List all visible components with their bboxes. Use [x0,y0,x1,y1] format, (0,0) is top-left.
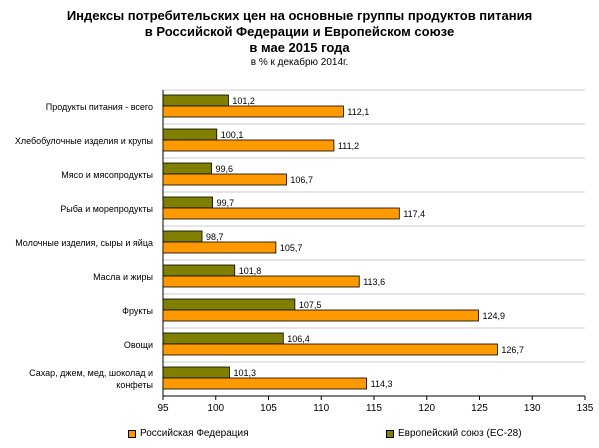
x-tick-label: 135 [577,403,594,414]
bar-russia [162,275,360,288]
legend-label-russia: Российская Федерация [140,428,249,439]
data-label-eu: 106,4 [287,334,310,344]
bar-eu [162,332,284,345]
bar-russia [162,343,498,356]
bar-eu [162,162,212,175]
data-label-russia: 114,3 [371,379,393,389]
category-label: Фрукты [122,306,153,316]
category-label: Мясо и мясопродукты [61,170,153,180]
category-label: Продукты питания - всего [46,102,153,112]
bar-russia [162,105,344,118]
data-label-russia: 117,4 [403,209,425,219]
category-label: Рыба и морепродукты [60,204,153,214]
bar-russia [162,173,287,186]
legend: Российская Федерация Европейский союз (Е… [0,428,599,444]
bar-russia [162,241,277,254]
x-tick-label: 120 [418,403,435,414]
bar-russia [162,207,400,220]
title-line-2: в Российской Федерации и Европейском сою… [144,24,455,39]
bar-russia [162,309,479,322]
data-label-russia: 126,7 [501,345,524,355]
data-label-eu: 101,3 [233,368,256,378]
data-label-russia: 111,2 [338,141,359,151]
bar-eu [162,366,230,379]
category-label: Хлебобулочные изделия и крупы [15,136,153,146]
data-label-eu: 99,6 [216,164,234,174]
category-label: конфеты [116,380,153,390]
category-label: Сахар, джем, мед, шоколад и [29,368,153,378]
bar-russia [162,377,368,390]
x-tick-label: 130 [524,403,541,414]
bar-eu [162,298,296,311]
x-tick-label: 125 [471,403,488,414]
data-label-eu: 101,2 [232,96,255,106]
data-label-russia: 113,6 [363,277,385,287]
x-tick-label: 110 [313,403,329,414]
x-tick-label: 115 [366,403,382,414]
data-label-russia: 124,9 [482,311,505,321]
data-label-eu: 99,7 [217,198,235,208]
data-label-eu: 100,1 [221,130,244,140]
title-line-1: Индексы потребительских цен на основные … [66,8,533,23]
bar-eu [162,94,229,107]
legend-item-eu: Европейский союз (ЕС-28) [386,428,522,439]
category-label: Молочные изделия, сыры и яйца [15,238,153,248]
bar-russia [162,139,335,152]
data-label-russia: 106,7 [290,175,313,185]
data-label-eu: 107,5 [299,300,322,310]
legend-swatch-russia [128,429,136,438]
bar-eu [162,196,213,209]
chart-subtitle: в % к декабрю 2014г. [250,57,349,68]
legend-label-eu: Европейский союз (ЕС-28) [398,428,522,439]
bar-eu [162,230,203,243]
bar-eu [162,128,218,141]
bar-eu [162,264,236,277]
category-label: Овощи [124,340,153,350]
legend-item-russia: Российская Федерация [128,428,249,439]
x-tick-label: 100 [207,403,224,414]
category-label: Масла и жиры [93,272,153,282]
x-tick-label: 105 [260,403,277,414]
data-label-russia: 112,1 [347,107,369,117]
legend-swatch-eu [386,429,394,438]
title-line-3: в мае 2015 года [249,40,350,55]
chart-title: Индексы потребительских цен на основные … [0,8,599,69]
data-label-eu: 98,7 [206,232,224,242]
data-label-russia: 105,7 [280,243,303,253]
data-label-eu: 101,8 [239,266,262,276]
x-tick-label: 95 [157,403,169,414]
